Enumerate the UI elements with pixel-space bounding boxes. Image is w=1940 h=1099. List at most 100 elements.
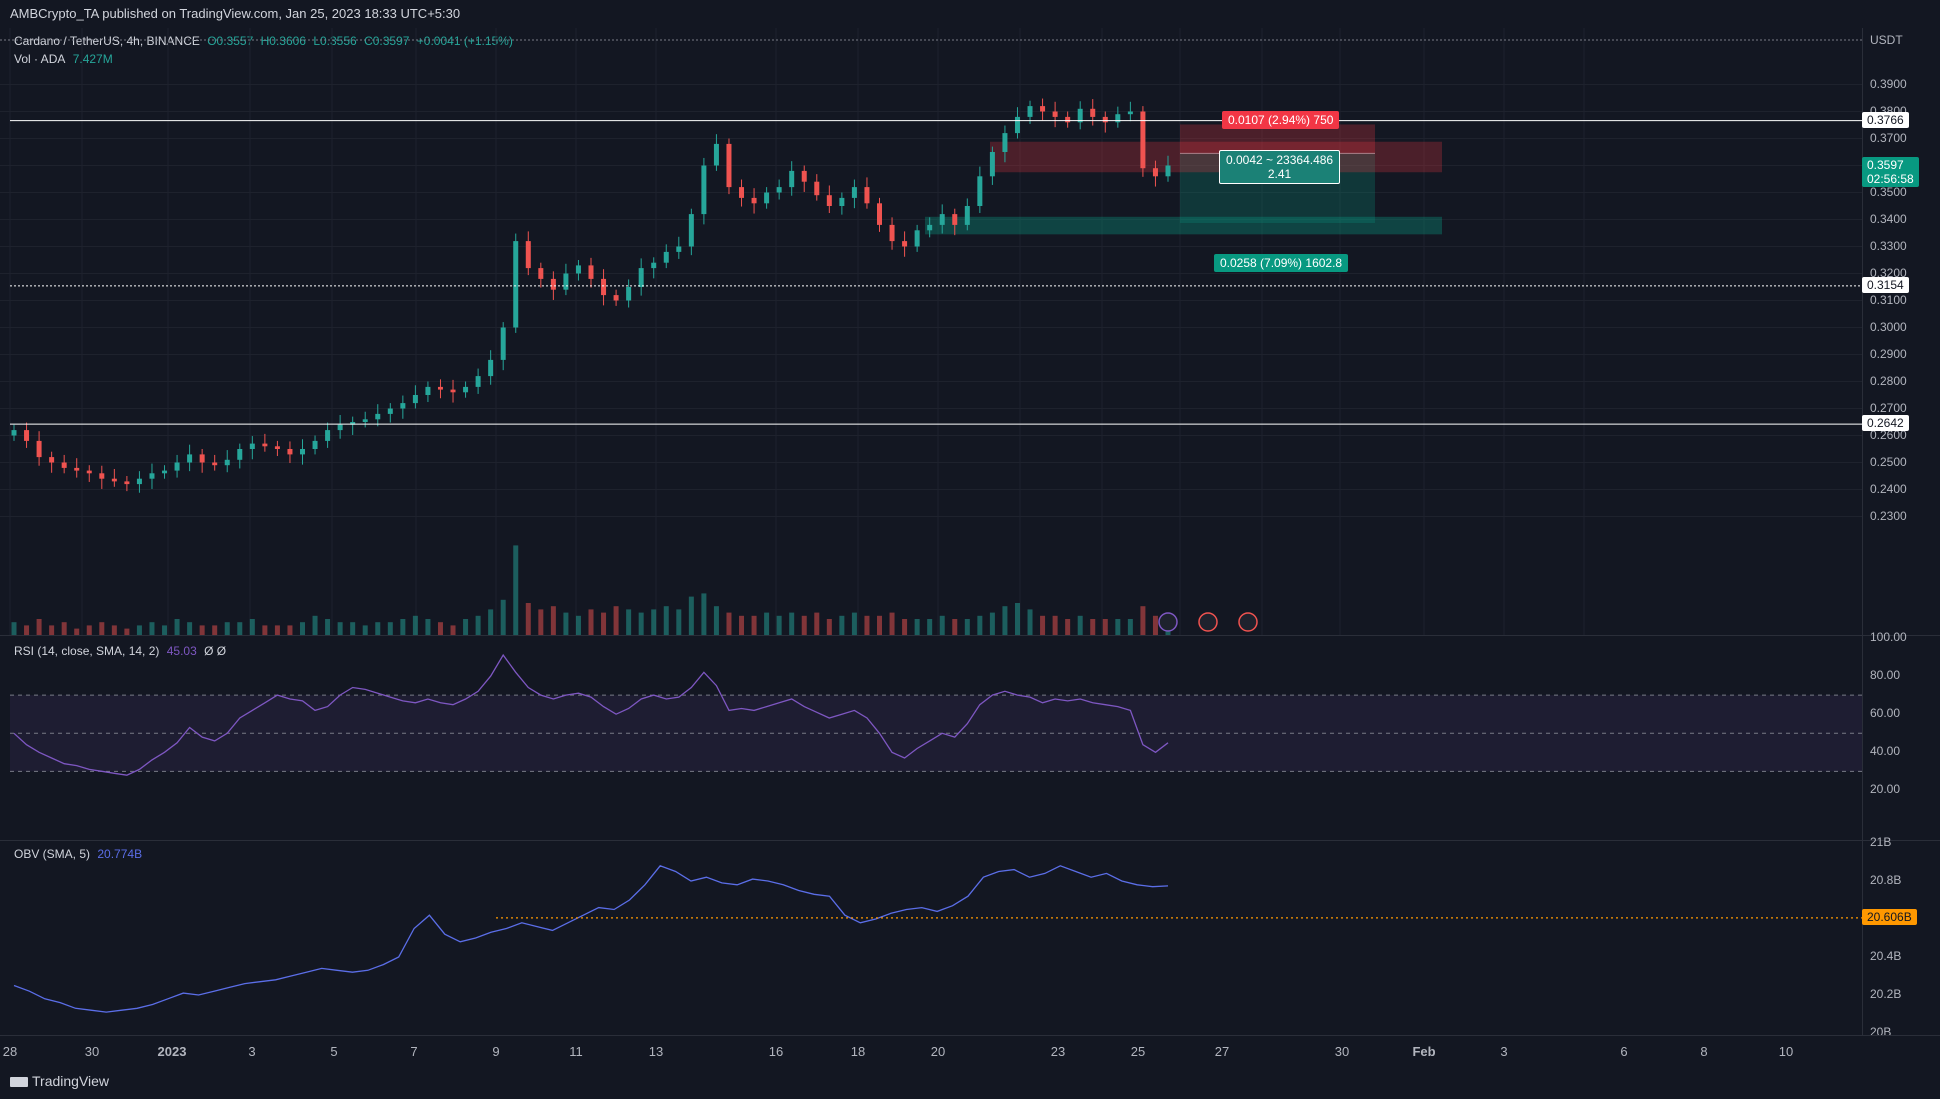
candle bbox=[1102, 116, 1108, 123]
candle bbox=[463, 386, 469, 393]
price-tick: 0.3500 bbox=[1870, 184, 1907, 199]
volume-bar bbox=[1052, 615, 1058, 635]
rsi-tick: 60.00 bbox=[1870, 706, 1901, 721]
candle bbox=[124, 481, 130, 485]
obv-line bbox=[13, 865, 1169, 1013]
volume-bar bbox=[74, 628, 80, 635]
entry-label-line1: 0.0042 ~ 23364.486 bbox=[1226, 153, 1334, 167]
obv-chart[interactable] bbox=[0, 841, 1862, 1035]
volume-bar bbox=[513, 545, 519, 635]
volume-bar bbox=[927, 619, 933, 635]
volume-bar bbox=[124, 628, 130, 635]
volume-bar bbox=[1152, 615, 1158, 635]
candle bbox=[751, 197, 757, 204]
volume-bar bbox=[525, 603, 531, 635]
candle bbox=[1115, 114, 1121, 123]
candle bbox=[663, 251, 669, 263]
volume-bar bbox=[914, 619, 920, 635]
time-tick: 30 bbox=[1334, 1044, 1350, 1059]
price-pane[interactable]: Cardano / TetherUS, 4h, BINANCE O0.3557 … bbox=[0, 28, 1862, 635]
volume-bar bbox=[162, 625, 168, 635]
price-chart[interactable] bbox=[0, 28, 1862, 635]
candle bbox=[864, 187, 870, 204]
time-tick: 13 bbox=[648, 1044, 664, 1059]
candle bbox=[149, 473, 155, 479]
candle bbox=[475, 376, 481, 387]
obv-value: 20.774B bbox=[97, 847, 143, 861]
pane-separator-2[interactable] bbox=[0, 840, 1940, 841]
volume-bar bbox=[237, 622, 243, 635]
stop-zone bbox=[1180, 124, 1375, 154]
volume-bar bbox=[36, 619, 42, 635]
candle bbox=[851, 187, 857, 198]
rsi-chart[interactable] bbox=[0, 636, 1862, 840]
tradingview-logo[interactable]: TradingView bbox=[10, 1073, 109, 1089]
candle bbox=[1065, 116, 1071, 123]
rsi-tick: 80.00 bbox=[1870, 668, 1901, 683]
candle bbox=[952, 214, 958, 225]
volume-bar bbox=[801, 615, 807, 635]
candle bbox=[538, 268, 544, 279]
obv-tick: 20.8B bbox=[1870, 873, 1902, 887]
price-tick: 0.3700 bbox=[1870, 130, 1907, 145]
candle bbox=[162, 470, 168, 474]
candle bbox=[563, 273, 569, 290]
volume-bar bbox=[776, 615, 782, 635]
candle bbox=[437, 386, 443, 390]
volume-bar bbox=[877, 615, 882, 635]
time-tick: 9 bbox=[492, 1044, 500, 1059]
candle bbox=[287, 449, 293, 455]
price-tick: 0.2900 bbox=[1870, 346, 1907, 361]
entry-label: 0.0042 ~ 23364.486 2.41 bbox=[1219, 150, 1341, 184]
volume-bar bbox=[300, 622, 305, 635]
price-tick: 0.3400 bbox=[1870, 211, 1907, 226]
volume-bar bbox=[1102, 619, 1108, 635]
rsi-tick: 100.00 bbox=[1870, 630, 1907, 644]
candle bbox=[74, 467, 80, 471]
volume-bar bbox=[212, 625, 218, 635]
high-value: H0.3606 bbox=[260, 34, 306, 48]
candle bbox=[111, 478, 117, 482]
rsi-title: RSI (14, close, SMA, 14, 2) bbox=[14, 644, 160, 658]
candle bbox=[801, 170, 807, 182]
volume-bar bbox=[99, 622, 105, 635]
rsi-extra: Ø Ø bbox=[204, 644, 227, 658]
volume-bar bbox=[550, 606, 556, 635]
candle bbox=[1027, 106, 1033, 117]
pane-separator-1[interactable] bbox=[0, 635, 1940, 636]
obv-legend: OBV (SMA, 5) 20.774B bbox=[14, 847, 146, 861]
volume-bar bbox=[1127, 619, 1133, 635]
candle bbox=[726, 143, 732, 188]
volume-bar bbox=[952, 619, 958, 635]
event-icon-flag-us bbox=[1198, 612, 1218, 632]
rsi-value: 45.03 bbox=[166, 644, 197, 658]
event-icon-flag-us bbox=[1238, 612, 1258, 632]
candle bbox=[814, 181, 820, 196]
volume-bar bbox=[199, 625, 205, 635]
candle bbox=[575, 265, 581, 274]
candle bbox=[839, 197, 845, 206]
volume-bar bbox=[676, 609, 682, 635]
candle bbox=[49, 457, 55, 463]
time-tick: 18 bbox=[850, 1044, 866, 1059]
candle bbox=[86, 470, 92, 474]
tradingview-icon bbox=[10, 1077, 28, 1088]
volume-bar bbox=[575, 615, 581, 635]
tradingview-brand: TradingView bbox=[32, 1073, 110, 1089]
candle bbox=[626, 287, 632, 301]
obv-tick: 20B bbox=[1870, 1025, 1892, 1039]
volume-bar bbox=[187, 622, 193, 635]
volume-bar bbox=[989, 612, 995, 635]
time-tick: 8 bbox=[1700, 1044, 1708, 1059]
level-price-tag: 0.2642 bbox=[1862, 415, 1909, 432]
price-tick: 0.3200 bbox=[1870, 265, 1907, 280]
candle bbox=[61, 462, 67, 468]
volume-bar bbox=[387, 622, 393, 635]
obv-level-tag: 20.606B bbox=[1862, 908, 1917, 925]
candle bbox=[588, 265, 594, 279]
candle bbox=[387, 408, 393, 414]
volume-bar bbox=[1014, 603, 1020, 635]
price-axis[interactable] bbox=[1862, 28, 1940, 1035]
candle bbox=[312, 440, 318, 449]
candle bbox=[350, 422, 356, 425]
